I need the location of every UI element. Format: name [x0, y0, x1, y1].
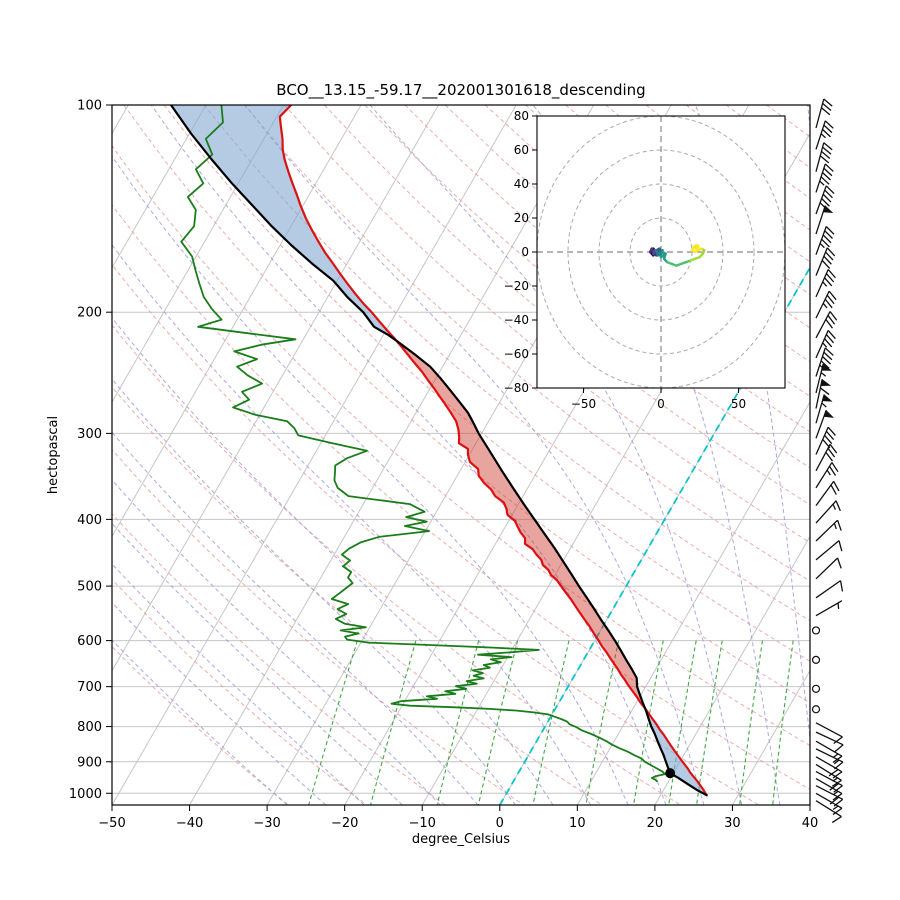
- x-tick-label: −40: [176, 816, 203, 831]
- hodograph-ring: [567, 149, 755, 355]
- x-tick-label: −30: [253, 816, 280, 831]
- y-tick-label: 100: [77, 99, 102, 114]
- x-tick-label: 20: [647, 816, 664, 831]
- temperature-curve: [278, 105, 708, 796]
- x-tick-label: −50: [98, 816, 125, 831]
- axis-ticks: −50 −40 −30 −20 −10 0 10 20 30 401002003004005006…: [69, 99, 818, 832]
- hodograph-y-tick-label: −20: [504, 279, 529, 293]
- y-tick-label: 200: [77, 306, 102, 321]
- hodograph-ring: [629, 217, 693, 287]
- mixing-ratio-lines: [308, 640, 794, 805]
- y-tick-label: 600: [77, 634, 102, 649]
- y-tick-label: 700: [77, 680, 102, 695]
- parcel-curve: [170, 105, 709, 797]
- y-tick-label: 900: [77, 755, 102, 770]
- hodograph-x-tick-label: 0: [657, 397, 665, 411]
- hodograph-y-tick-label: 40: [514, 177, 529, 191]
- hodograph-end-marker: [693, 243, 700, 250]
- x-axis-label: degree_Celsius: [412, 832, 510, 847]
- hodograph-x-tick-label: −50: [571, 397, 596, 411]
- x-tick-label: −20: [331, 816, 358, 831]
- hodograph-y-tick-label: 20: [514, 211, 529, 225]
- hodograph-y-tick-label: 0: [521, 245, 529, 259]
- lcl-marker: [665, 768, 676, 779]
- hodograph-inset: −50 0 50 −80 −60 −40 −20 0 20 40 60 80: [504, 109, 786, 411]
- hodograph-y-tick-label: −40: [504, 313, 529, 327]
- plot-border: [111, 104, 811, 806]
- zero-isotherm-line: [498, 265, 810, 805]
- x-tick-label: 10: [569, 816, 586, 831]
- hodograph-trace: [648, 243, 706, 267]
- wind-barbs: [811, 98, 844, 824]
- x-tick-label: −10: [409, 816, 436, 831]
- y-tick-label: 800: [77, 720, 102, 735]
- y-tick-label: 300: [77, 427, 102, 442]
- chart-render-root: −50 −40 −30 −20 −10 0 10 20 30 401002003004005006…: [69, 98, 844, 832]
- cin-shading: [171, 105, 397, 341]
- chart-title: BCO__13.15_-59.17__202001301618_descendi…: [276, 81, 645, 100]
- hodograph-y-tick-label: −80: [504, 381, 529, 395]
- x-tick-label: 30: [724, 816, 741, 831]
- y-tick-label: 400: [77, 513, 102, 528]
- x-tick-label: 0: [496, 816, 504, 831]
- hodograph-x-tick-label: 50: [731, 397, 746, 411]
- dewpoint-curve: [180, 105, 666, 783]
- hodograph-y-tick-label: 80: [514, 109, 529, 123]
- plot-area: [112, 105, 810, 805]
- x-tick-label: 40: [802, 816, 819, 831]
- hodograph-y-tick-label: −60: [504, 347, 529, 361]
- y-tick-label: 500: [77, 580, 102, 595]
- hodograph-ring: [598, 183, 724, 321]
- y-tick-label: 1000: [69, 787, 102, 802]
- y-axis-label: hectopascal: [46, 416, 61, 494]
- hodograph-y-tick-label: 60: [514, 143, 529, 157]
